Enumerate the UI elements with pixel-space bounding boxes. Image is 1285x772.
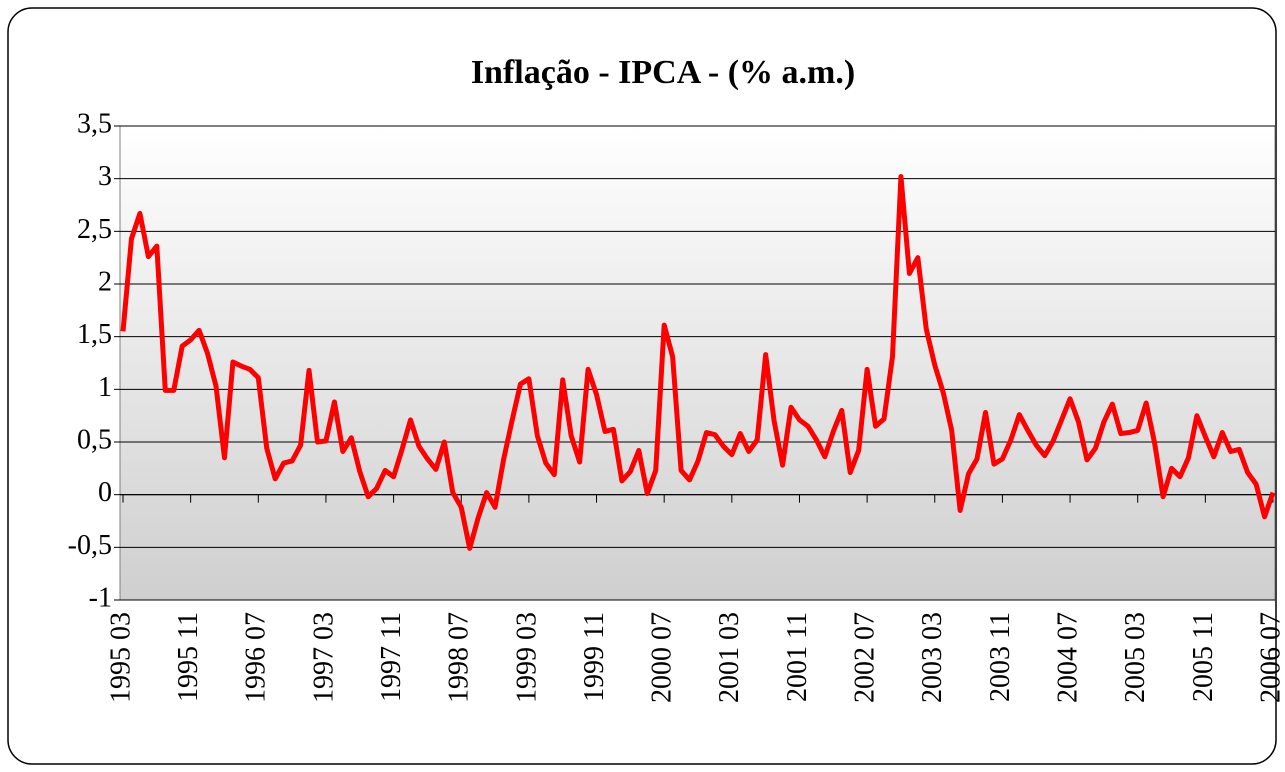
x-tick-label: 1995 03 [105, 612, 136, 703]
x-tick-label: 1998 07 [444, 612, 475, 703]
x-tick-label: 2001 03 [714, 612, 745, 703]
y-tick-label: 2 [98, 266, 112, 297]
y-tick-label: 0,5 [77, 424, 112, 455]
y-tick-label: 1 [98, 372, 112, 403]
x-tick-label: 1999 03 [511, 612, 542, 703]
x-tick-label: 2005 03 [1120, 612, 1151, 703]
x-tick-label: 2003 11 [985, 612, 1016, 702]
x-tick-label: 2000 07 [647, 612, 678, 703]
x-tick-label: 1999 11 [579, 612, 610, 702]
y-tick-label: 2,5 [77, 214, 112, 245]
x-tick-label: 2006 07 [1255, 612, 1285, 703]
x-tick-label: 2001 11 [782, 612, 813, 702]
data-line [120, 174, 1276, 551]
x-tick-label: 1996 07 [241, 612, 272, 703]
y-tick-label: 3,5 [77, 108, 112, 139]
x-tick-label: 2004 07 [1052, 612, 1083, 703]
y-tick-label: 0 [98, 477, 112, 508]
x-tick-label: 1995 11 [173, 612, 204, 702]
x-tick-label: 1997 11 [376, 612, 407, 702]
x-tick-label: 2005 11 [1188, 612, 1219, 702]
x-tick-label: 1997 03 [308, 612, 339, 703]
y-tick-label: -1 [89, 582, 112, 613]
y-tick-label: -0,5 [68, 530, 112, 561]
x-tick-label: 2002 07 [850, 612, 881, 703]
plot-area [119, 125, 1276, 601]
x-tick-label: 2003 03 [917, 612, 948, 703]
chart-title: Inflação - IPCA - (% a.m.) [471, 54, 855, 91]
y-tick-label: 1,5 [77, 319, 112, 350]
y-tick-label: 3 [98, 161, 112, 192]
